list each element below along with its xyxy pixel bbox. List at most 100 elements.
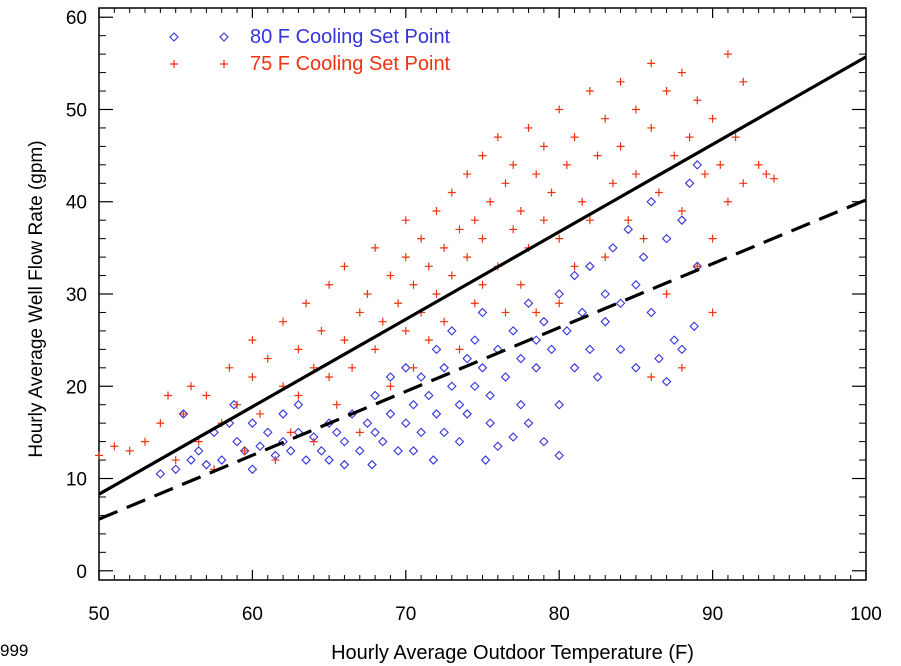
y-tick-label: 0 [76,562,87,583]
data-point-80f [262,427,273,438]
data-point-80f [516,399,526,410]
data-point-75f [769,174,778,183]
data-point-80f [355,446,365,456]
data-point-80f [431,344,442,355]
data-point-75f [601,114,610,123]
data-point-80f [531,335,541,345]
data-point-80f [247,464,258,475]
data-point-75f [708,234,717,243]
legend-marker [170,60,178,68]
data-point-80f [331,427,342,438]
y-tick-label: 40 [66,193,87,214]
data-point-75f [539,142,548,151]
data-point-75f [286,428,295,437]
data-point-80f [324,455,334,465]
data-point-75f [470,216,479,225]
x-tick-label: 60 [242,604,263,625]
data-point-75f [624,216,633,225]
data-point-80f [255,441,265,452]
data-point-80f [370,390,380,401]
data-point-80f [480,455,491,465]
data-point-75f [386,382,395,391]
y-tick-label: 10 [66,470,87,491]
data-point-80f [393,446,403,456]
data-point-80f [385,372,396,382]
data-point-80f [654,353,664,364]
data-point-75f [409,280,418,289]
data-point-75f [432,206,441,215]
data-point-75f [432,290,441,298]
data-point-80f [508,432,518,442]
data-point-75f [355,428,364,437]
x-tick-label: 70 [395,604,416,625]
data-point-75f [570,133,579,142]
data-point-75f [570,262,579,271]
data-point-75f [593,151,602,160]
y-tick-label: 50 [66,100,87,121]
data-point-75f [731,133,740,142]
data-point-80f [155,469,166,479]
axis-labels: Hourly Average Outdoor Temperature (F) Ho… [26,140,694,664]
data-point-80f [485,390,495,401]
y-tick-label: 60 [66,8,87,29]
data-point-75f [547,188,556,197]
legend-marker [169,32,179,42]
data-point-80f [454,436,465,447]
data-point-75f [233,400,242,409]
data-point-75f [110,442,119,451]
data-point-80f [500,372,511,382]
data-point-80f [669,335,680,345]
x-tick-label: 80 [549,604,570,625]
corner-text: 999 [0,641,29,660]
data-point-75f [309,437,318,446]
data-point-75f [639,234,648,243]
data-point-80f [424,390,434,401]
data-point-75f [608,179,617,188]
data-point-75f [455,225,464,234]
data-point-80f [569,270,580,281]
data-point-75f [516,206,525,215]
data-point-75f [248,373,257,382]
data-point-75f [555,299,564,308]
data-point-75f [677,363,686,372]
data-point-80f [646,196,657,207]
data-point-80f [201,459,212,470]
data-point-75f [156,419,165,428]
data-point-80f [416,427,426,438]
y-axis-label: Hourly Average Well Flow Rate (gpm) [26,140,47,457]
data-point-80f [278,409,288,419]
data-point-75f [401,216,410,225]
data-point-75f [463,170,472,179]
data-point-80f [367,459,377,470]
data-point-80f [477,363,488,373]
data-point-75f [762,170,771,179]
data-point-80f [539,436,549,447]
plot-area [98,7,867,581]
data-point-80f [454,399,465,410]
data-point-75f [95,451,103,460]
data-point-80f [631,279,641,290]
data-point-80f [631,363,641,373]
data-point-75f [386,271,395,280]
data-point-80f [378,436,388,447]
data-point-80f [428,455,439,465]
data-point-75f [539,216,548,225]
data-point-75f [171,456,180,465]
data-point-75f [248,336,257,345]
data-point-75f [363,290,372,298]
data-point-75f [700,170,709,179]
data-point-80f [416,372,426,382]
data-point-75f [141,437,150,446]
data-point-80f [370,427,380,438]
data-point-75f [263,354,272,363]
data-point-75f [524,123,533,132]
data-point-75f [516,280,525,289]
data-point-75f [417,234,426,243]
data-point-80f [554,399,564,410]
data-point-75f [501,179,510,188]
data-point-80f [316,446,327,456]
data-point-75f [371,345,380,354]
data-point-75f [348,363,357,372]
data-point-80f [684,178,695,189]
y-tick-label: 30 [66,285,87,306]
